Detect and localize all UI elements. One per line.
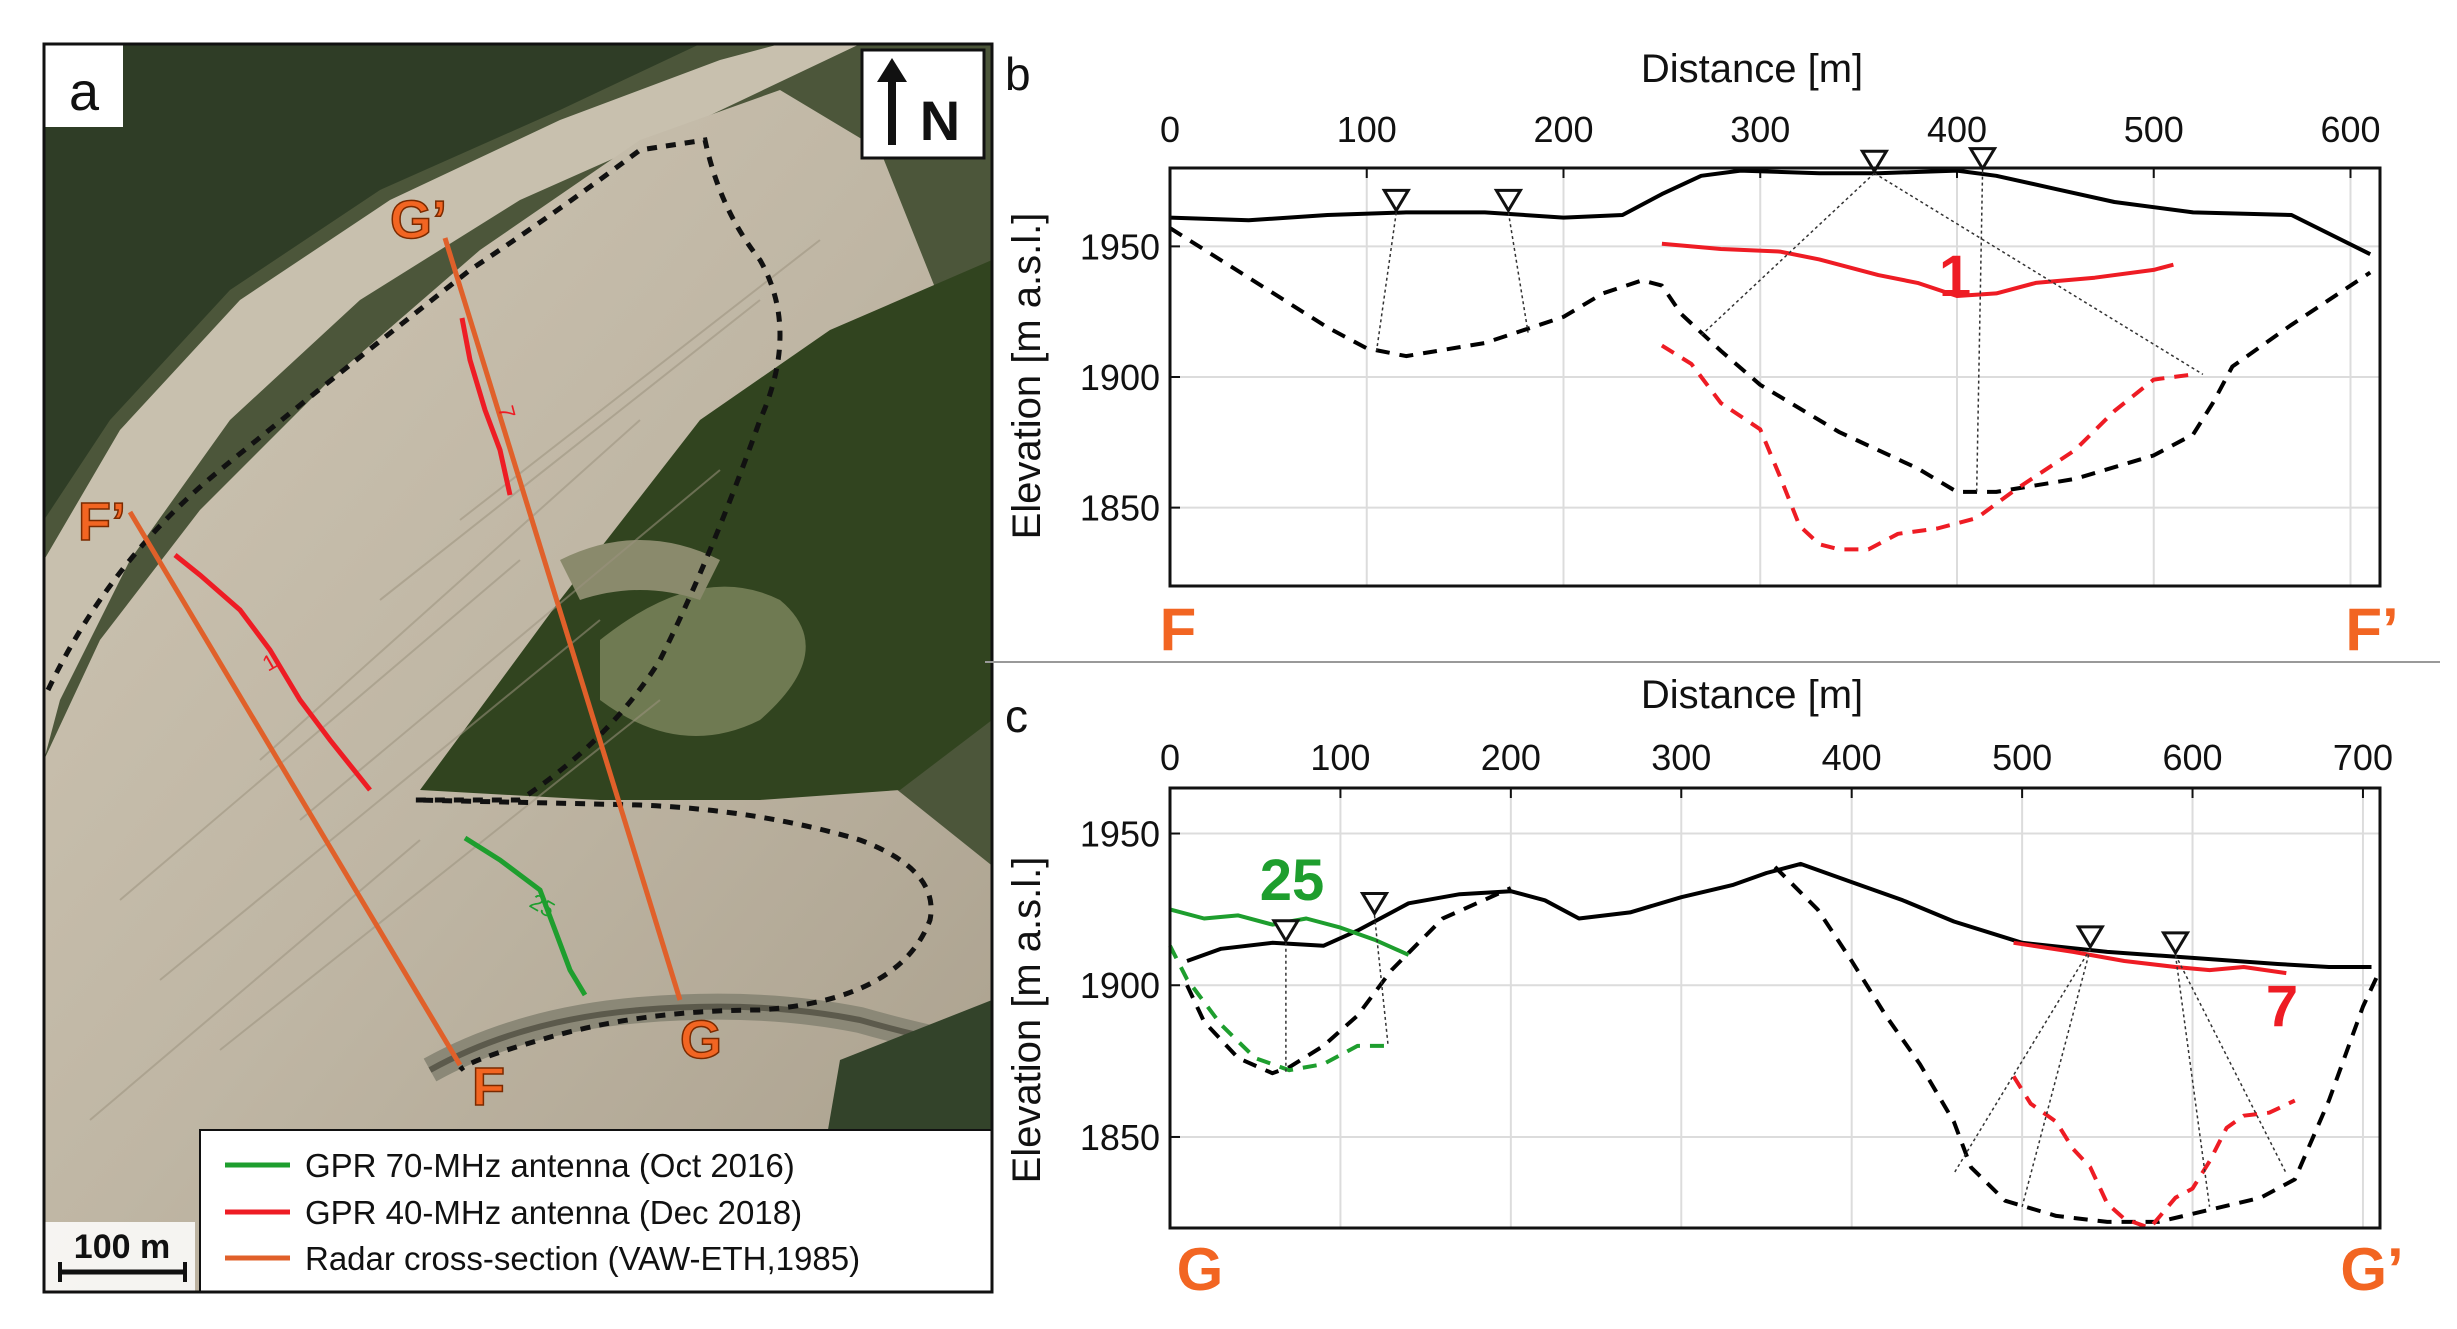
b-xtick-label: 400 (1927, 109, 1987, 150)
map-frame (42, 42, 994, 1294)
panel-b-chart: b Distance [m] Elevation [m a.s.l.] 0 100… (1005, 47, 2399, 663)
chart-b-end-label: F’ (2345, 596, 2398, 663)
b-series-line-3 (1660, 343, 2194, 552)
gpr-line-1 (173, 553, 372, 792)
c-xtick-label: 600 (2162, 737, 2222, 778)
c-ray-3 (2021, 948, 2092, 1207)
c-ray-2 (1953, 948, 2091, 1174)
b-series-line-2 (1661, 241, 2174, 298)
b-xtick-label: 300 (1730, 109, 1790, 150)
c-series-line-1 (1185, 886, 1512, 1076)
c-ytick-label: 1850 (1080, 1117, 1160, 1158)
c-xtick-label: 400 (1822, 737, 1882, 778)
b-ray-0 (1375, 212, 1398, 351)
point-label-G: G (680, 1010, 722, 1070)
b-ytick-label: 1850 (1080, 488, 1160, 529)
scale-bar-label: 100 m (74, 1228, 170, 1266)
chart-c-grid (1170, 788, 2380, 1228)
chart-c-series (1168, 861, 2382, 1230)
chart-c-frame (1168, 786, 2382, 1230)
c-ray-5 (2174, 954, 2211, 1207)
chart-c-rays (1285, 915, 2287, 1207)
c-ytick-label: 1900 (1080, 965, 1160, 1006)
chart-c-ylabel: Elevation [m a.s.l.] (1005, 857, 1049, 1184)
chart-c-profile-label-25: 25 (1260, 848, 1325, 913)
c-series-line-5 (2013, 940, 2287, 976)
panel-a-label-box (45, 45, 123, 127)
panel-a-label: a (69, 62, 100, 122)
north-label: N (920, 89, 960, 152)
c-ray-4 (2174, 954, 2287, 1174)
scale-bar: 100 m (45, 1222, 195, 1292)
c-series-line-0 (1186, 861, 2372, 969)
b-xtick-label: 600 (2320, 109, 2380, 150)
chart-c-xlabel: Distance [m] (1641, 673, 1863, 717)
b-xtick-label: 0 (1160, 109, 1180, 150)
panel-c-label: c (1005, 690, 1028, 742)
chart-b-ylabel: Elevation [m a.s.l.] (1005, 213, 1049, 540)
b-xtick-label: 100 (1337, 109, 1397, 150)
chart-c-profile-label-7: 7 (2266, 974, 2298, 1039)
chart-c-end-label: G’ (2340, 1236, 2403, 1303)
chart-b-grid (1170, 168, 2380, 586)
b-series-line-0 (1169, 168, 2372, 256)
point-label-G-prime: G’ (390, 190, 447, 250)
chart-c-markers (1271, 891, 2191, 956)
c-marker-triangle-1 (1359, 891, 1390, 917)
c-ray-1 (1373, 915, 1389, 1047)
c-xtick-label: 500 (1992, 737, 2052, 778)
c-xtick-label: 100 (1310, 737, 1370, 778)
chart-b-markers (1381, 147, 1998, 214)
c-series-line-2 (1773, 865, 2382, 1224)
panel-c-chart: c Distance [m] Elevation [m a.s.l.] 0 100… (1005, 673, 2404, 1303)
b-marker-triangle-2 (1859, 149, 1890, 175)
gpr-line-7 (459, 317, 513, 496)
b-ytick-label: 1900 (1080, 357, 1160, 398)
chart-c-start-label: G (1177, 1236, 1224, 1303)
legend-item-gpr40: GPR 40-MHz antenna (Dec 2018) (305, 1194, 802, 1231)
c-xtick-label: 300 (1651, 737, 1711, 778)
chart-b-ticks: 0 100 200 300 400 500 600 1850 1900 1950 (1080, 109, 2381, 529)
glacier-outline (45, 137, 934, 1072)
chart-b-start-label: F (1160, 596, 1197, 663)
chart-b-series (1168, 168, 2372, 552)
c-xtick-label: 200 (1481, 737, 1541, 778)
chart-b-profile-label: 1 (1939, 244, 1971, 309)
cross-section-G (442, 237, 683, 1001)
legend-item-radar: Radar cross-section (VAW-ETH,1985) (305, 1240, 860, 1277)
chart-b-frame (1168, 166, 2382, 588)
panel-a-map: 1 7 25 F’ F G’ G a N GPR 70-MHz antenna … (42, 42, 994, 1294)
c-series-line-6 (2011, 1075, 2296, 1230)
b-marker-triangle-1 (1493, 188, 1524, 214)
b-marker-triangle-0 (1381, 188, 1411, 214)
b-xtick-label: 500 (2124, 109, 2184, 150)
c-xtick-label: 0 (1160, 737, 1180, 778)
map-legend: GPR 70-MHz antenna (Oct 2016) GPR 40-MHz… (199, 1129, 993, 1293)
legend-item-gpr70: GPR 70-MHz antenna (Oct 2016) (305, 1147, 795, 1184)
gpr-line-25 (463, 835, 588, 997)
chart-c-ticks: 0 100 200 300 400 500 600 700 1850 1900 1950 (1080, 737, 2393, 1158)
north-arrow-icon: N (860, 48, 986, 160)
b-series-line-1 (1168, 226, 2372, 494)
panel-b-label: b (1005, 48, 1031, 100)
c-series-line-4 (1168, 944, 1392, 1073)
cross-section-F (127, 510, 463, 1067)
b-ray-4 (1975, 170, 1984, 492)
point-label-F-prime: F’ (78, 492, 126, 552)
c-marker-triangle-0 (1271, 919, 1301, 944)
b-ray-1 (1507, 212, 1529, 333)
chart-b-rays (1375, 170, 2204, 492)
c-xtick-label: 700 (2333, 737, 2393, 778)
point-label-F: F (472, 1057, 505, 1117)
b-xtick-label: 200 (1533, 109, 1593, 150)
chart-b-xlabel: Distance [m] (1641, 47, 1863, 91)
c-marker-triangle-3 (2160, 931, 2191, 956)
b-marker-triangle-3 (1967, 147, 1998, 172)
c-ytick-label: 1950 (1080, 814, 1160, 855)
b-ray-3 (1873, 172, 2204, 376)
c-marker-triangle-2 (2075, 925, 2105, 950)
b-ytick-label: 1950 (1080, 226, 1160, 267)
